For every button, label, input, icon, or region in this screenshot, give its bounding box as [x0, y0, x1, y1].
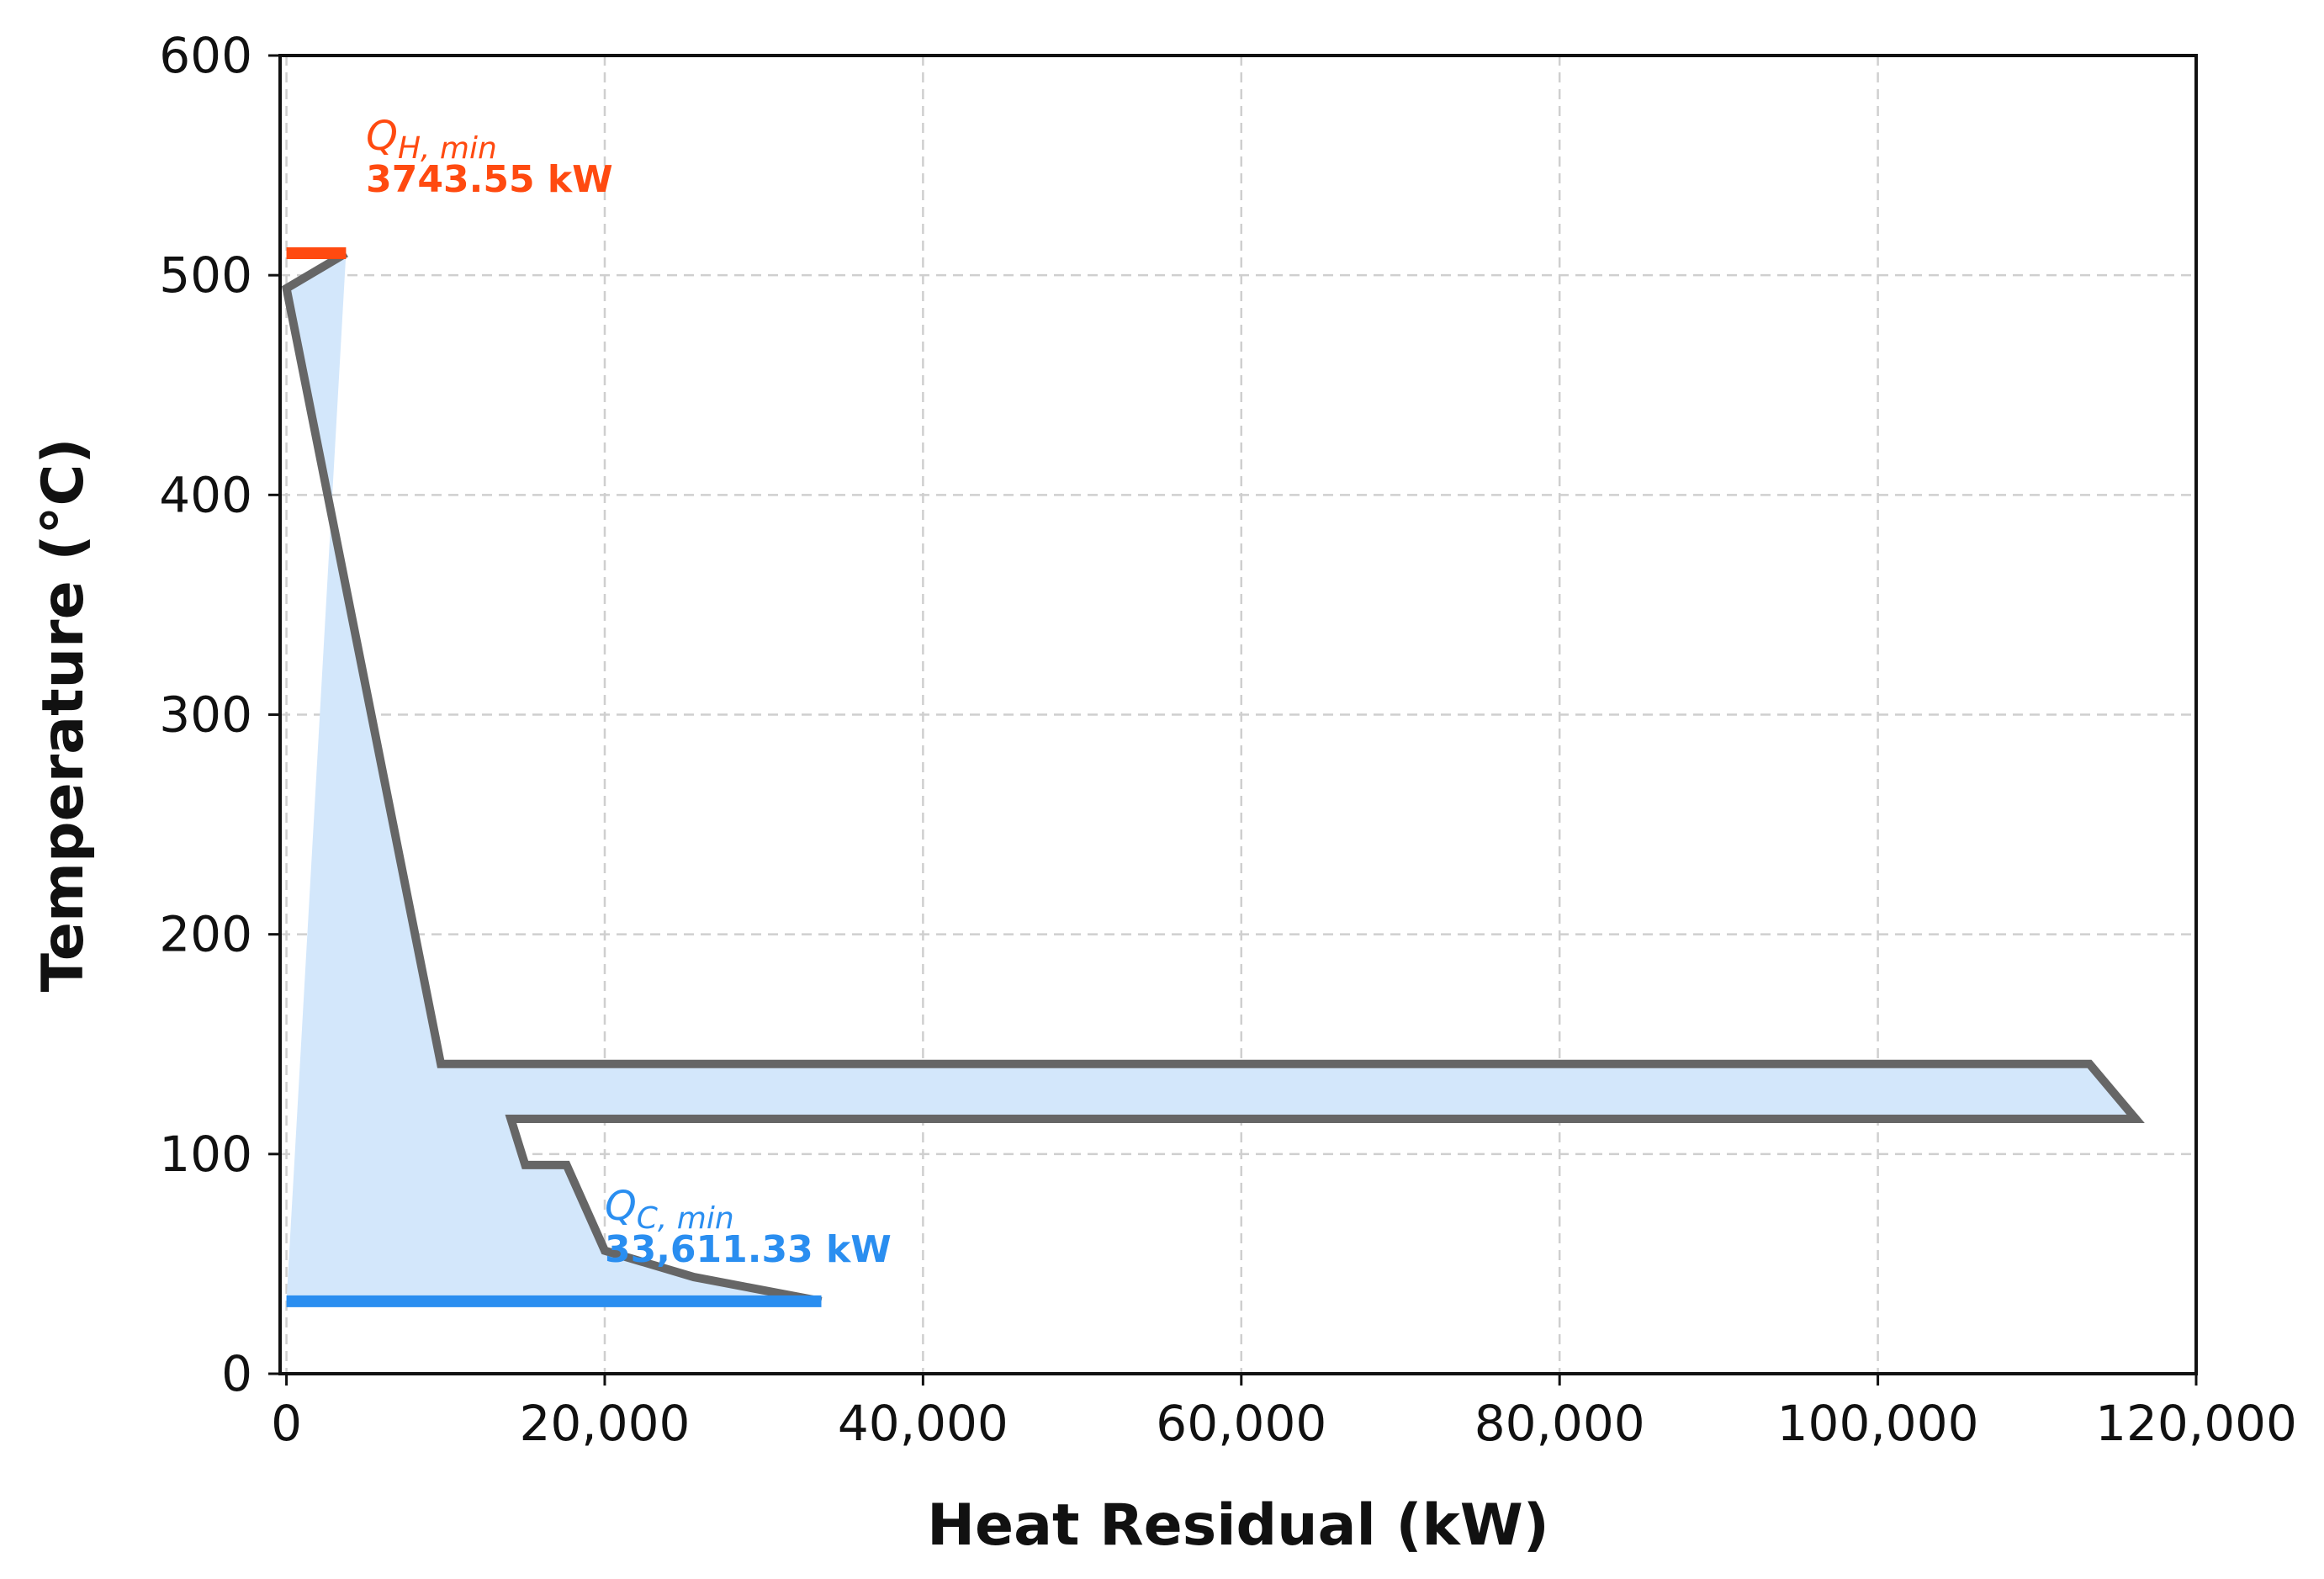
x-tick-label: 100,000	[1777, 1395, 1979, 1452]
x-tick-label: 0	[271, 1395, 302, 1452]
cold-utility-value: 33,611.33 kW	[605, 1228, 892, 1271]
x-tick-label: 20,000	[519, 1395, 690, 1452]
x-axis-title: Heat Residual (kW)	[927, 1492, 1549, 1559]
x-tick-label: 60,000	[1156, 1395, 1326, 1452]
y-tick-label: 500	[159, 246, 252, 304]
y-tick-label: 400	[159, 466, 252, 523]
y-tick-label: 0	[221, 1345, 252, 1402]
hot-utility-value: 3743.55 kW	[366, 158, 613, 201]
cold-utility-symbol: QC, min	[605, 1183, 734, 1236]
hot-utility-symbol: QH, min	[366, 113, 497, 166]
plot-background	[280, 56, 2196, 1374]
y-tick-label: 300	[159, 686, 252, 744]
y-tick-label: 600	[159, 27, 252, 84]
residual-fill	[286, 253, 2136, 1301]
curve-layer	[282, 249, 2145, 1306]
axis-ticks: 0 20,000 40,000 60,000 80,000 100,000 120,000 0…	[159, 27, 2297, 1452]
y-axis-title: Temperature (°C)	[30, 438, 97, 993]
grand-composite-curve	[282, 249, 2145, 1306]
x-tick-label: 40,000	[838, 1395, 1008, 1452]
y-tick-label: 200	[159, 906, 252, 963]
fill-area	[286, 253, 2136, 1301]
x-tick-label: 120,000	[2095, 1395, 2297, 1452]
y-tick-label: 100	[159, 1126, 252, 1183]
x-tick-label: 80,000	[1474, 1395, 1645, 1452]
